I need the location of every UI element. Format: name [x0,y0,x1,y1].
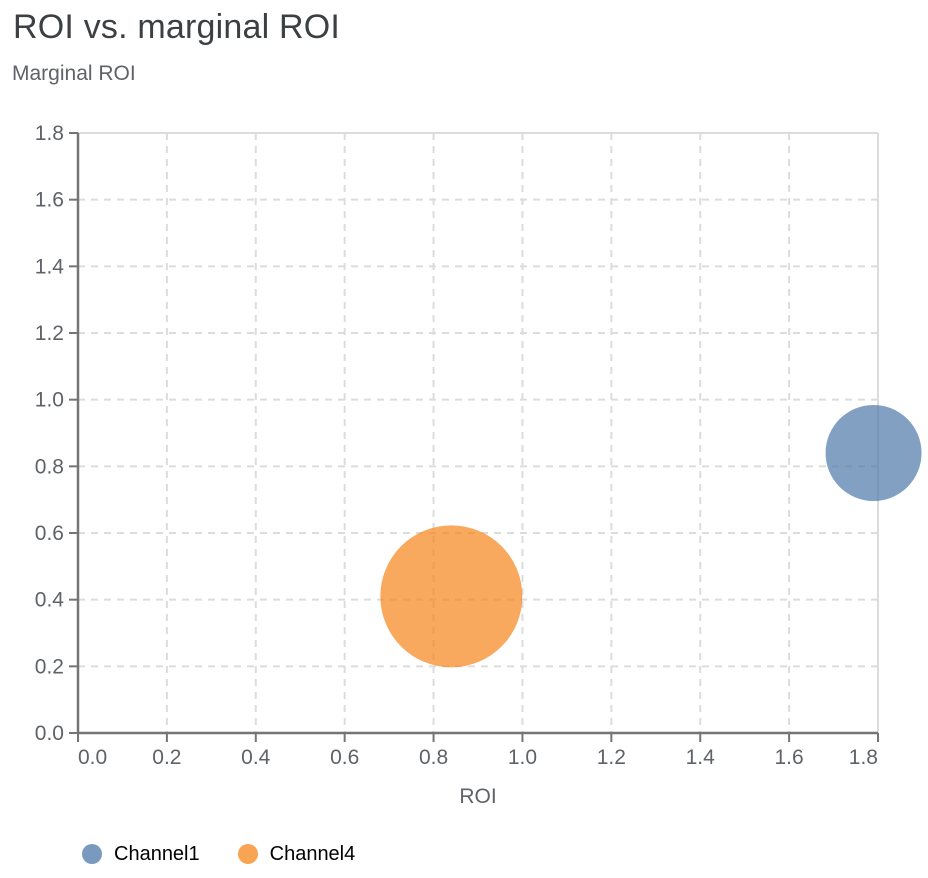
x-tick-label: 1.8 [849,746,878,769]
legend-label-channel4: Channel4 [269,843,356,865]
legend-marker-channel4 [237,844,258,864]
y-tick-label: 0.4 [35,589,65,612]
y-tick-label: 0.2 [35,655,64,678]
x-axis-title: ROI [459,785,496,808]
x-tick-label: 0.2 [152,746,181,769]
legend-marker-channel1 [82,844,102,864]
y-tick-label: 1.2 [35,322,64,345]
y-tick-label: 0.8 [35,455,64,478]
legend-item-channel4: Channel4 [237,843,356,865]
y-tick-label: 1.4 [35,255,65,278]
x-tick-label: 0.4 [241,746,271,769]
legend: Channel1 Channel4 [82,843,355,865]
y-tick-label: 1.8 [35,122,64,145]
x-tick-label: 0.8 [419,746,448,769]
bubble-channel4 [380,525,523,668]
y-tick-label: 0.0 [35,722,64,745]
legend-item-channel1: Channel1 [82,843,200,865]
x-tick-label: 1.0 [508,746,537,769]
y-tick-label: 0.6 [35,522,64,545]
y-axis-title: Marginal ROI [12,62,136,85]
chart-title: ROI vs. marginal ROI [13,8,341,46]
x-tick-label: 1.4 [686,746,716,769]
legend-label-channel1: Channel1 [114,843,200,865]
x-tick-label: 1.2 [597,746,626,769]
x-tick-label: 0.6 [330,746,359,769]
x-tick-label: 0.0 [78,746,107,769]
bubble-chart: 0.0 0.0 0.2 0.2 0.4 0.4 0.6 0.6 0.8 0.8 1.0 1.0 1.2 1… [35,122,922,808]
y-tick-label: 1.0 [35,389,64,412]
x-tick-label: 1.6 [775,746,804,769]
y-tick-label: 1.6 [35,189,64,212]
bubble-channel1 [825,405,922,501]
